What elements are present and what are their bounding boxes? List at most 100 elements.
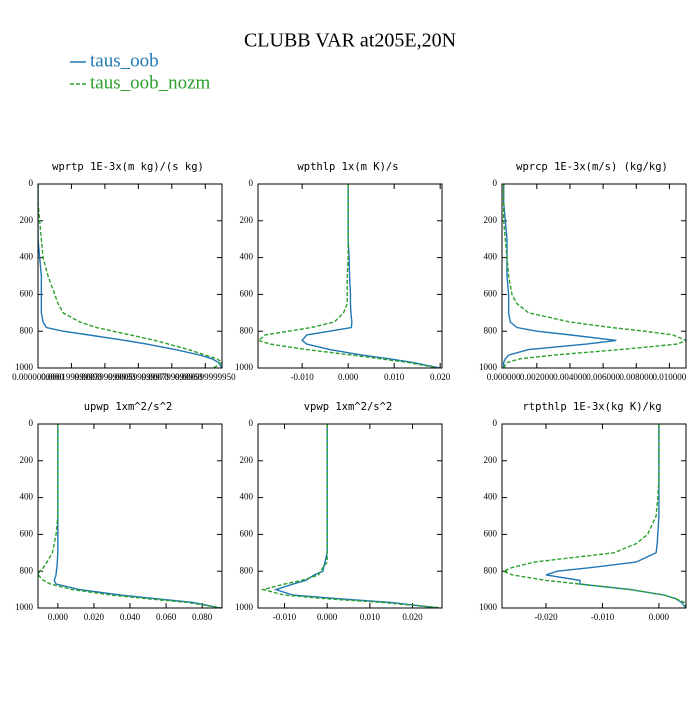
profile-line [258, 184, 438, 368]
axes-frame [257, 183, 443, 369]
x-tick-label: 0.000599999970 [108, 372, 169, 382]
x-tick-label: -0.020 [534, 612, 558, 622]
x-tick-label: 0.000799999960 [141, 372, 202, 382]
x-tick-label: 0.060 [156, 612, 177, 622]
y-tick-label: 800 [484, 325, 498, 335]
y-tick-label: 0 [249, 178, 254, 188]
x-tick-label: 0.000199999990 [41, 372, 102, 382]
x-tick-label: 0.000999999950 [175, 372, 236, 382]
x-tick-label: 0.020 [84, 612, 105, 622]
profile-line [273, 424, 439, 608]
y-tick-label: 400 [20, 252, 34, 262]
profile-line [38, 184, 222, 368]
x-tick-label: 0.000 [649, 612, 670, 622]
y-tick-label: 1000 [15, 362, 34, 372]
panel-title: upwp 1xm^2/s^2 [84, 401, 173, 413]
panel-title: wprcp 1E-3x(m/s) (kg/kg) [516, 161, 668, 173]
profile-line [38, 424, 222, 608]
x-tick-label: -0.010 [591, 612, 615, 622]
x-tick-label: 0.020 [430, 372, 451, 382]
panel: vpwp 1xm^2/s^2 0 200 400 600 800 1000 -0.010 0.0… [235, 401, 443, 622]
y-tick-label: 400 [484, 252, 498, 262]
plot-area [502, 184, 686, 368]
y-tick-label: 800 [20, 565, 34, 575]
plot-area [258, 184, 441, 368]
axes-frame [501, 183, 687, 369]
panel: rtpthlp 1E-3x(kg K)/kg 0 200 400 600 800 1000 -… [479, 401, 687, 622]
x-tick-label: 0.000 [48, 612, 69, 622]
y-tick-label: 0 [29, 178, 34, 188]
panels: wprtp 1E-3x(m kg)/(s kg) 0 200 400 600 800 100… [12, 161, 687, 622]
x-tick-label: 0.008000 [619, 372, 653, 382]
y-tick-label: 200 [484, 455, 498, 465]
panel-title: rtpthlp 1E-3x(kg K)/kg [522, 401, 661, 413]
y-tick-label: 1000 [15, 602, 34, 612]
panel-title: wpthlp 1x(m K)/s [297, 161, 398, 173]
panel: upwp 1xm^2/s^2 0 200 400 600 800 1000 0.000 0.02… [15, 401, 223, 622]
panel: wprcp 1E-3x(m/s) (kg/kg) 0 200 400 600 800 100… [479, 161, 687, 382]
y-tick-label: 600 [484, 528, 498, 538]
y-tick-label: 200 [240, 215, 254, 225]
x-tick-label: 0.004000 [553, 372, 587, 382]
profile-line [545, 424, 686, 608]
x-tick-label: 0.020 [402, 612, 423, 622]
y-tick-label: 1000 [235, 602, 254, 612]
x-tick-label: 0.010000 [653, 372, 687, 382]
plot-area [38, 184, 222, 368]
y-tick-label: 600 [240, 528, 254, 538]
y-tick-label: 200 [484, 215, 498, 225]
x-tick-label: -0.010 [273, 612, 297, 622]
profile-line [53, 424, 221, 608]
y-tick-label: 600 [20, 528, 34, 538]
y-tick-label: 200 [20, 215, 34, 225]
x-tick-label: 0.000000 [487, 372, 521, 382]
profile-line [260, 424, 442, 608]
plot-area [38, 424, 222, 608]
y-tick-label: 800 [240, 325, 254, 335]
x-tick-label: 0.010 [384, 372, 405, 382]
y-tick-label: 400 [240, 252, 254, 262]
x-tick-label: 0.0000000000 [12, 372, 64, 382]
axes-frame [37, 183, 223, 369]
axes-frame [37, 423, 223, 609]
y-tick-label: 0 [29, 418, 34, 428]
panel: wprtp 1E-3x(m kg)/(s kg) 0 200 400 600 800 100… [12, 161, 236, 382]
y-tick-label: 0 [493, 178, 498, 188]
axes-frame [257, 423, 443, 609]
y-tick-label: 600 [484, 288, 498, 298]
axes-frame [501, 423, 687, 609]
panel-title: wprtp 1E-3x(m kg)/(s kg) [52, 161, 204, 173]
y-tick-label: 600 [20, 288, 34, 298]
y-tick-label: 1000 [235, 362, 254, 372]
y-tick-label: 600 [240, 288, 254, 298]
legend-label: taus_oob [90, 50, 159, 71]
y-tick-label: 400 [240, 492, 254, 502]
plot-area [260, 424, 442, 608]
y-tick-label: 800 [484, 565, 498, 575]
profile-line [502, 184, 686, 368]
x-tick-label: 0.000399999980 [75, 372, 136, 382]
x-tick-label: -0.010 [291, 372, 315, 382]
y-tick-label: 1000 [479, 362, 498, 372]
y-tick-label: 800 [240, 565, 254, 575]
x-tick-label: 0.002000 [520, 372, 554, 382]
y-tick-label: 0 [493, 418, 498, 428]
x-tick-label: 0.000 [317, 612, 338, 622]
y-tick-label: 1000 [479, 602, 498, 612]
y-tick-label: 400 [20, 492, 34, 502]
y-tick-label: 400 [484, 492, 498, 502]
legend-label: taus_oob_nozm [90, 72, 211, 93]
main-title: CLUBB VAR at205E,20N [244, 30, 456, 52]
y-tick-label: 800 [20, 325, 34, 335]
y-tick-label: 200 [20, 455, 34, 465]
x-tick-label: 0.006000 [586, 372, 620, 382]
x-tick-label: 0.040 [120, 612, 141, 622]
x-tick-label: 0.080 [192, 612, 213, 622]
profile-line [502, 184, 617, 368]
profile-line [38, 184, 222, 368]
panel-title: vpwp 1xm^2/s^2 [304, 401, 393, 413]
y-tick-label: 200 [240, 455, 254, 465]
x-tick-label: 0.000 [338, 372, 359, 382]
